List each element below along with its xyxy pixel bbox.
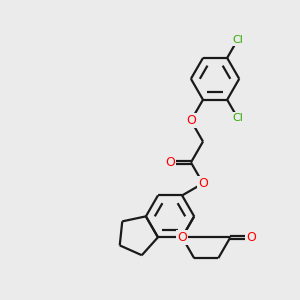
Text: O: O (166, 156, 175, 169)
Text: O: O (246, 231, 256, 244)
Text: O: O (186, 114, 196, 127)
Text: O: O (198, 177, 208, 190)
Text: O: O (177, 231, 187, 244)
Text: Cl: Cl (232, 35, 243, 45)
Text: Cl: Cl (232, 112, 243, 122)
